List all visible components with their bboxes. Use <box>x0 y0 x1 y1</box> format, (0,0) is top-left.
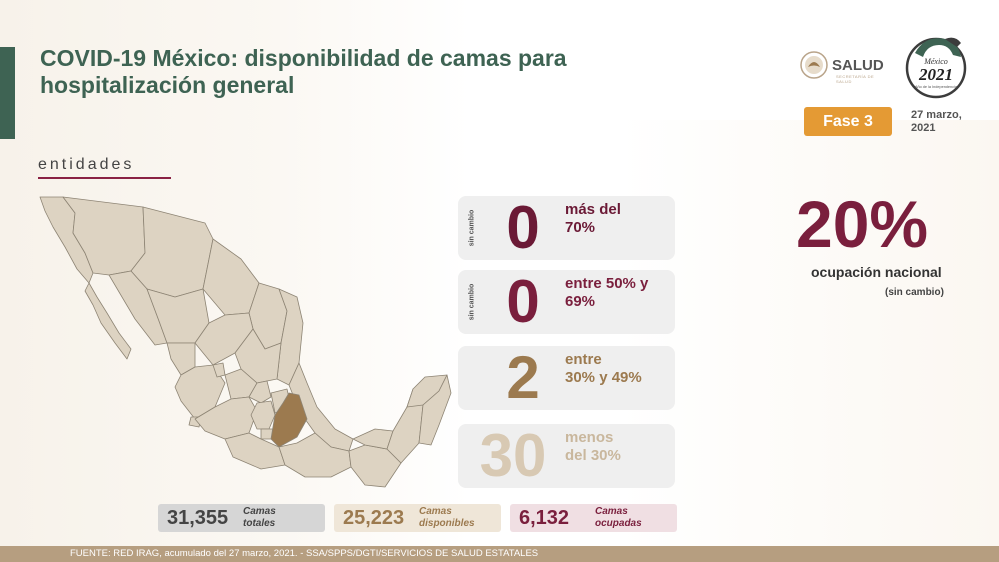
stat-caption-line-2: totales <box>243 518 276 529</box>
eagle-seal-icon <box>800 51 828 79</box>
salud-logo-text: SALUD <box>832 56 884 74</box>
stat-caption-line-1: Camas <box>595 506 628 517</box>
category-label: más del 70% <box>565 201 673 237</box>
stat-value: 6,132 <box>519 507 570 529</box>
category-count: 0 <box>506 194 540 261</box>
badge-sub-text: Año de la Independencia <box>915 85 958 89</box>
stat-available-beds: 25,223 Camas disponibles <box>334 504 501 532</box>
category-card-over-70: sin cambio 0 más del 70% <box>458 194 675 261</box>
national-occupancy-label: ocupación nacional <box>811 264 942 280</box>
map-baja-california-sur <box>84 282 132 360</box>
footer-source: FUENTE: RED IRAG, acumulado del 27 marzo… <box>0 546 999 562</box>
category-label-line-1: más del <box>565 201 621 218</box>
stat-caption-line-1: Camas <box>419 506 452 517</box>
stat-caption: Camas totales <box>243 506 276 530</box>
section-underline <box>38 177 171 179</box>
category-label-line-1: menos <box>565 429 614 446</box>
stat-occupied-beds: 6,132 Camas ocupadas <box>510 504 677 532</box>
category-status: sin cambio <box>468 283 476 321</box>
map-puebla <box>270 392 308 448</box>
stat-caption-line-2: ocupadas <box>595 518 642 529</box>
stat-total-beds: 31,355 Camas totales <box>158 504 325 532</box>
map-queretaro <box>248 380 272 404</box>
map-zacatecas <box>194 312 254 366</box>
category-count: 0 <box>506 268 540 335</box>
salud-logo: SALUD SECRETARÍA DE SALUD <box>800 50 884 84</box>
map-tabasco <box>352 428 394 450</box>
badge-year-text: 2021 <box>918 65 953 84</box>
stat-caption: Camas disponibles <box>419 506 475 530</box>
footer-source-text: FUENTE: RED IRAG, acumulado del 27 marzo… <box>70 548 539 559</box>
category-count: 2 <box>506 344 540 411</box>
title-line-2: hospitalización general <box>40 72 295 98</box>
national-occupancy-note: (sin cambio) <box>885 287 944 298</box>
map-quintana-roo <box>418 374 452 446</box>
category-count: 30 <box>479 422 547 489</box>
category-status: sin cambio <box>468 209 476 247</box>
report-date-line-1: 27 marzo, <box>911 109 962 121</box>
map-mexico-state <box>250 400 276 430</box>
category-label-line-1: entre 50% y <box>565 275 649 292</box>
salud-logo-subtitle: SECRETARÍA DE SALUD <box>836 74 875 84</box>
mexico-states-map <box>39 196 452 488</box>
title-accent-bar <box>0 47 15 139</box>
stat-caption-line-2: disponibles <box>419 518 475 529</box>
category-label-line-1: entre <box>565 351 602 368</box>
decorative-background-right <box>620 120 999 562</box>
badge-top-text: México <box>923 57 948 66</box>
page-title: COVID-19 México: disponibilidad de camas… <box>40 45 660 99</box>
stat-caption-line-1: Camas <box>243 506 276 517</box>
national-occupancy-value: 20% <box>796 187 929 261</box>
year-2021-badge: México 2021 Año de la Independencia <box>905 37 967 99</box>
stat-value: 31,355 <box>167 507 229 529</box>
map-coahuila <box>202 238 260 316</box>
stat-caption: Camas ocupadas <box>595 506 642 530</box>
section-label: entidades <box>38 156 135 173</box>
title-line-1: COVID-19 México: disponibilidad de camas… <box>40 45 567 71</box>
category-label-line-2: 30% y 49% <box>565 369 642 386</box>
category-card-50-69: sin cambio 0 entre 50% y 69% <box>458 268 675 335</box>
category-card-30-49: 2 entre 30% y 49% <box>458 344 675 411</box>
stat-value: 25,223 <box>343 507 405 529</box>
report-date: 27 marzo, 2021 <box>911 109 991 135</box>
category-label-line-2: 70% <box>565 219 596 236</box>
category-label: menos del 30% <box>565 429 673 465</box>
phase-badge: Fase 3 <box>804 107 892 136</box>
category-label-line-2: 69% <box>565 293 596 310</box>
category-label: entre 30% y 49% <box>565 351 673 387</box>
category-label-line-2: del 30% <box>565 447 621 464</box>
category-label: entre 50% y 69% <box>565 275 673 311</box>
category-card-under-30: 30 menos del 30% <box>458 422 675 489</box>
report-date-line-2: 2021 <box>911 122 936 134</box>
